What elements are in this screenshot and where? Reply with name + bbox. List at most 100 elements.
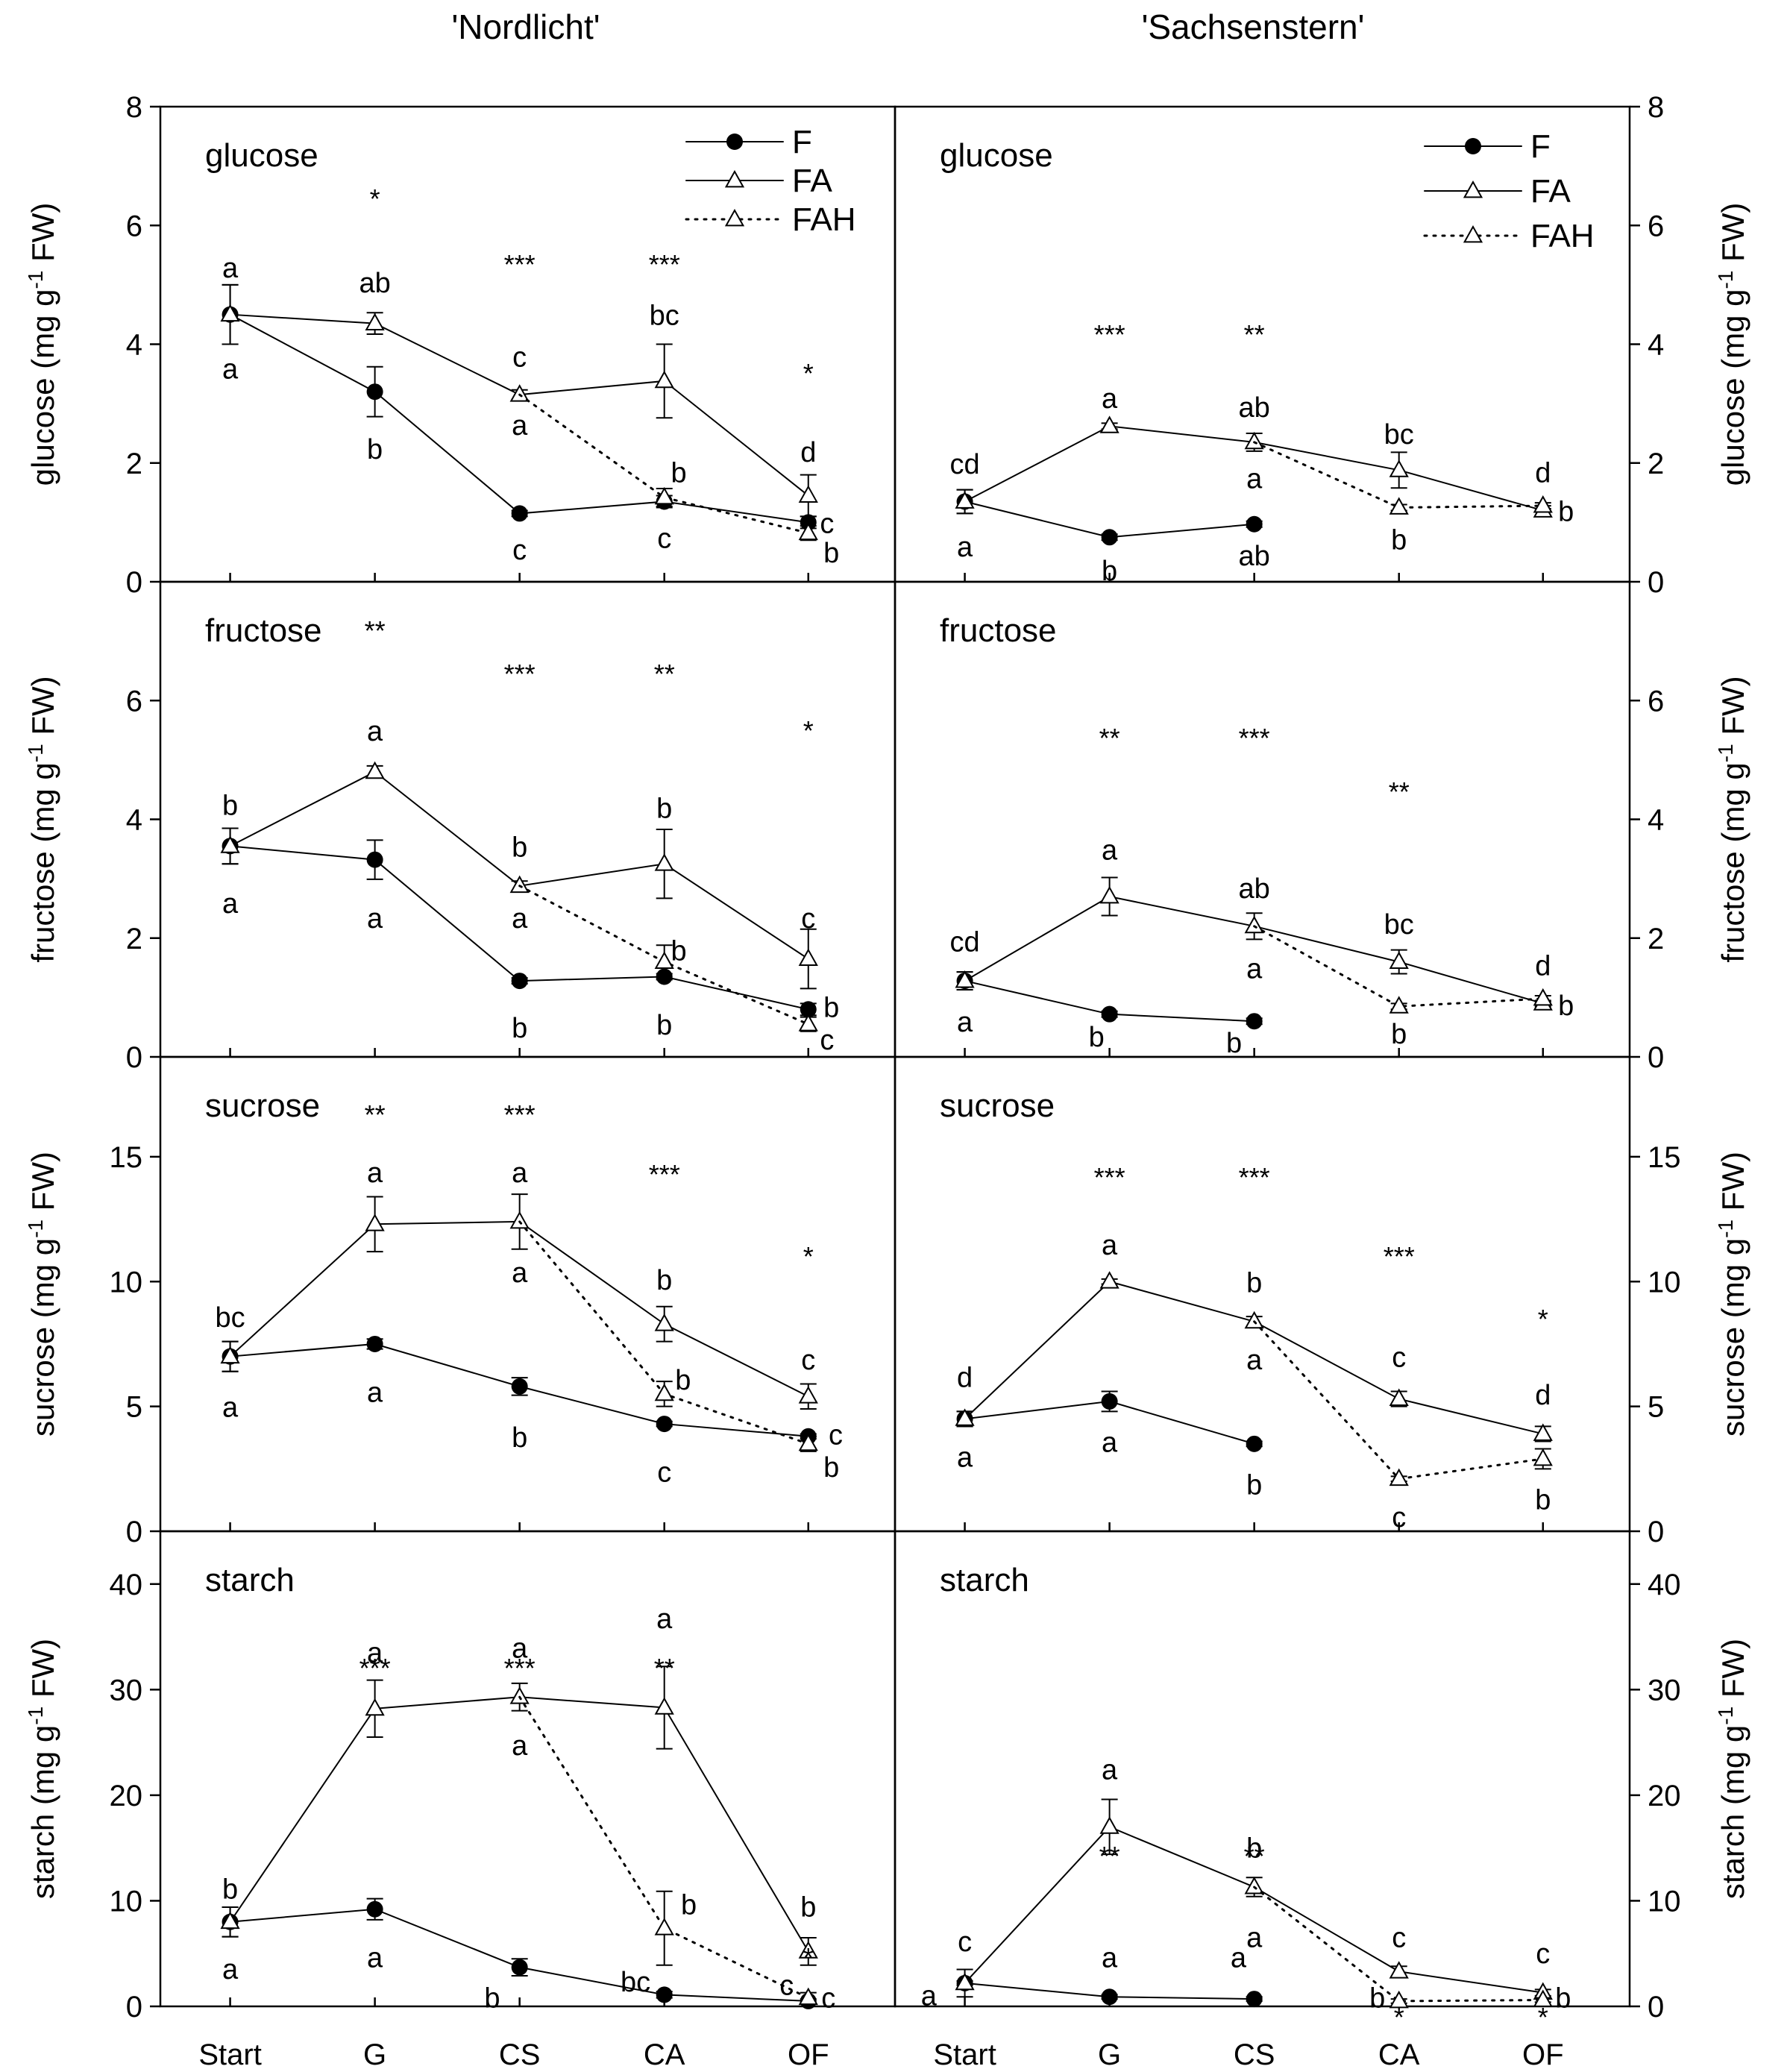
- data-point-F: [1101, 529, 1118, 546]
- significance-letter: b: [1246, 1267, 1262, 1299]
- significance-letter: bc: [1384, 419, 1414, 450]
- legend-marker-FAH: [724, 208, 745, 227]
- data-point-F: [1101, 1005, 1118, 1023]
- data-point-FA: [955, 1408, 975, 1426]
- significance-mark: ***: [359, 1653, 391, 1683]
- y-tick-label: 0: [126, 1991, 142, 2024]
- legend-label-F: F: [792, 124, 812, 160]
- data-point-FA: [1244, 1876, 1264, 1894]
- y-tick-label: 4: [126, 804, 142, 837]
- y-axis-label: fructose (mg g-1 FW): [24, 676, 61, 962]
- data-point-FA: [1099, 1816, 1119, 1834]
- data-point-F: [1246, 1435, 1263, 1452]
- data-point-FA: [220, 835, 240, 853]
- data-point-FA: [1099, 1271, 1119, 1289]
- y-tick-label: 2: [126, 923, 142, 955]
- significance-letter: a: [957, 1442, 973, 1474]
- significance-letter: a: [512, 410, 528, 442]
- significance-letter: c: [1392, 1923, 1406, 1954]
- significance-mark: ***: [1239, 723, 1270, 753]
- x-category-label: Start: [933, 2038, 996, 2071]
- significance-letter: b: [1558, 991, 1574, 1022]
- significance-letter: c: [801, 1345, 815, 1376]
- data-point-FAH: [1533, 1448, 1553, 1466]
- data-point-FA: [798, 485, 818, 503]
- x-category-label: CS: [499, 2038, 541, 2071]
- data-point-F: [511, 505, 528, 522]
- data-point-FA: [220, 1911, 240, 1930]
- series-line-FAH: [1253, 925, 1545, 1008]
- x-category-label: CA: [644, 2038, 685, 2071]
- x-category-label: OF: [788, 2038, 829, 2071]
- significance-letter: cd: [950, 449, 980, 480]
- significance-letter: a: [1102, 1230, 1118, 1261]
- significance-letter: ab: [1239, 873, 1270, 905]
- significance-letter: b: [512, 1013, 527, 1044]
- significance-letter: ab: [1239, 541, 1270, 572]
- y-tick-label: 8: [1648, 91, 1664, 124]
- panel-title: sucrose: [940, 1087, 1055, 1124]
- significance-letter: b: [512, 1422, 527, 1454]
- significance-mark: ***: [1094, 319, 1125, 350]
- data-point-F: [366, 851, 383, 868]
- significance-mark: ***: [504, 1099, 536, 1130]
- significance-letter: a: [222, 1393, 239, 1424]
- significance-mark: *: [1538, 1304, 1548, 1334]
- significance-mark: ***: [504, 249, 536, 280]
- significance-letter: b: [222, 791, 238, 822]
- significance-letter: cd: [950, 927, 980, 958]
- y-tick-label: 0: [126, 1516, 142, 1548]
- y-tick-label: 2: [1648, 448, 1664, 480]
- y-tick-label: 5: [126, 1391, 142, 1424]
- data-point-FAH: [798, 522, 818, 541]
- significance-mark: **: [1389, 776, 1410, 807]
- data-point-F: [511, 1959, 528, 1976]
- significance-letter: a: [512, 1258, 528, 1289]
- data-point-F: [366, 1900, 383, 1918]
- significance-letter: bc: [650, 301, 679, 332]
- significance-mark: *: [803, 358, 814, 389]
- panel-frame: [159, 580, 896, 1058]
- significance-letter: bc: [1384, 909, 1414, 941]
- legend-marker-FAH: [1463, 225, 1483, 243]
- y-axis-label: starch (mg g-1 FW): [24, 1639, 61, 1899]
- panel-frame: [894, 580, 1631, 1058]
- significance-mark: **: [1099, 1841, 1120, 1871]
- significance-letter: a: [367, 1158, 383, 1189]
- legend-label-FAH: FAH: [1530, 218, 1595, 254]
- data-point-FA: [220, 304, 240, 322]
- significance-letter: a: [367, 903, 383, 935]
- significance-letter: b: [671, 936, 686, 967]
- significance-letter: b: [1089, 1022, 1105, 1053]
- data-point-F: [1101, 1393, 1118, 1410]
- series-line-F: [229, 1908, 809, 2002]
- y-tick-label: 0: [1648, 566, 1664, 599]
- y-axis-label: fructose (mg g-1 FW): [1714, 676, 1751, 962]
- series-line-FAH: [1253, 441, 1545, 509]
- series-line-FAH: [518, 1695, 810, 2000]
- significance-letter: c: [1392, 1502, 1406, 1533]
- significance-letter: a: [367, 1942, 383, 1974]
- data-point-FA: [509, 1211, 530, 1229]
- significance-letter: d: [1535, 1380, 1551, 1411]
- data-point-F: [511, 1378, 528, 1395]
- significance-mark: *: [803, 1241, 814, 1272]
- y-tick-label: 4: [126, 329, 142, 362]
- significance-mark: ***: [504, 659, 536, 689]
- data-point-FA: [1244, 431, 1264, 450]
- significance-letter: a: [1102, 835, 1118, 866]
- panel-title: fructose: [205, 612, 322, 649]
- significance-letter: c: [1392, 1343, 1406, 1374]
- significance-letter: d: [1535, 951, 1551, 982]
- significance-letter: a: [512, 903, 528, 935]
- column-title-sachsenstern: 'Sachsenstern': [1142, 7, 1365, 46]
- y-axis-label: glucose (mg g-1 FW): [1714, 203, 1751, 486]
- data-point-FA: [955, 491, 975, 509]
- data-point-FA: [365, 761, 385, 779]
- significance-letter: a: [512, 1158, 528, 1189]
- data-point-F: [511, 973, 528, 990]
- data-point-F: [800, 1001, 817, 1018]
- significance-letter: b: [800, 1892, 816, 1924]
